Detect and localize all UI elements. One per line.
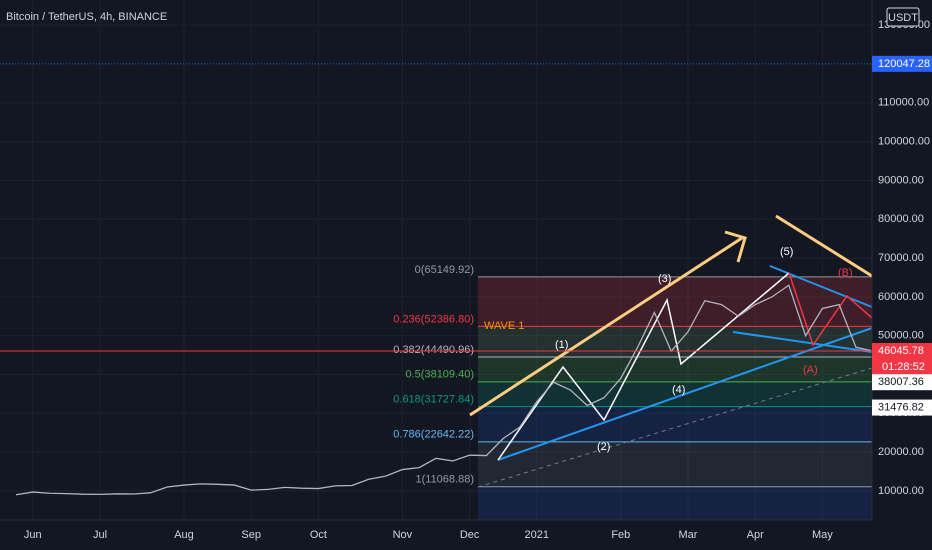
annotation: (A) <box>803 364 818 376</box>
trend-upper <box>769 265 873 308</box>
y-tick-label: 80000.00 <box>878 213 924 225</box>
annotation: (5) <box>780 246 793 258</box>
price-line <box>15 284 873 496</box>
fib-label: 0(65149.92) <box>415 264 474 276</box>
trend-lower <box>732 331 873 353</box>
plot: WAVE 1 (1) (2) (3) (4) (5) (A) (B) <box>0 63 873 496</box>
x-tick-label: Feb <box>611 529 630 541</box>
annotation: (4) <box>672 384 685 396</box>
arrow-up <box>469 236 743 417</box>
x-tick-label: 2021 <box>525 529 549 541</box>
fib-band <box>478 357 872 382</box>
abc-count <box>788 272 873 347</box>
y-tick-label: 10000.00 <box>878 485 924 497</box>
fib-label: 1(11068.88) <box>415 474 474 486</box>
y-tick-label: 60000.00 <box>878 291 924 303</box>
trend-support <box>497 327 873 461</box>
annotation: (3) <box>658 273 671 285</box>
y-tick-label: 50000.00 <box>878 330 924 342</box>
x-tick-label: Apr <box>747 529 764 541</box>
x-tick-label: May <box>812 529 833 541</box>
price-label: 46045.78 <box>878 345 924 357</box>
fib-band <box>478 486 872 520</box>
axis-labels: 10000.0020000.0030000.0040000.0050000.00… <box>24 19 932 541</box>
fib-band <box>478 406 872 442</box>
countdown: 01:28:52 <box>882 361 925 373</box>
fib-label: 0.786(22642.22) <box>393 429 474 441</box>
y-tick-label: 90000.00 <box>878 174 924 186</box>
annotation: WAVE 1 <box>484 320 524 332</box>
fib-label: 0.236(52386.80) <box>393 313 474 325</box>
chart-title: Bitcoin / TetherUS, 4h, BINANCE <box>6 11 167 23</box>
fib-band <box>478 441 872 487</box>
fib-band <box>478 276 872 327</box>
x-tick-label: Jun <box>24 529 42 541</box>
fib-label: 0.5(38109.40) <box>406 369 475 381</box>
y-tick-label: 110000.00 <box>878 97 929 109</box>
price-label: 120047.28 <box>878 58 930 70</box>
arrow-down <box>775 214 873 278</box>
price-axis <box>872 0 932 550</box>
price-label: 31476.82 <box>878 401 924 413</box>
price-label-box <box>872 399 932 416</box>
annotation: (1) <box>555 339 568 351</box>
x-tick-label: Oct <box>310 529 327 541</box>
fibonacci: 0(65149.92) 0.236(52386.80) 0.382(44490.96… <box>393 264 872 520</box>
annotation: (B) <box>838 267 853 279</box>
currency-box <box>886 7 920 27</box>
price-label-box <box>872 343 932 376</box>
y-tick-label: 100000.00 <box>878 136 930 148</box>
x-tick-label: Mar <box>679 529 698 541</box>
fib-label: 0.382(44490.96) <box>393 344 474 356</box>
price-label-box <box>872 55 932 72</box>
x-tick-label: Sep <box>241 529 261 541</box>
x-tick-label: Nov <box>393 529 413 541</box>
fib-band <box>478 326 872 358</box>
price-label-box <box>872 374 932 391</box>
fib-label: 0.618(31727.84) <box>393 393 474 405</box>
wave-count <box>497 272 790 461</box>
time-axis <box>0 520 872 550</box>
x-tick-label: Dec <box>460 529 480 541</box>
currency: USDT <box>888 12 918 24</box>
price-label: 38007.36 <box>878 376 924 388</box>
y-tick-label: 20000.00 <box>878 446 924 458</box>
arrow-head <box>724 230 747 263</box>
y-tick-label: 70000.00 <box>878 252 924 264</box>
annotation: (2) <box>597 441 610 453</box>
x-tick-label: Jul <box>93 529 107 541</box>
grid <box>0 0 872 520</box>
x-tick-label: Aug <box>174 529 194 541</box>
